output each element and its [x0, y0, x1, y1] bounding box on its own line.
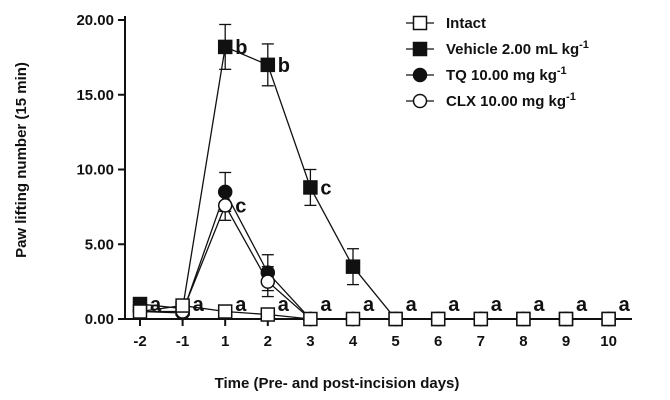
legend-item: CLX 10.00 mg kg-1 [406, 91, 576, 110]
data-point [516, 311, 531, 327]
data-point [430, 311, 446, 327]
significance-label: c [235, 195, 246, 217]
y-tick-label: 15.00 [76, 87, 114, 104]
significance-label: a [150, 294, 162, 316]
x-tick-label: 6 [434, 333, 442, 350]
data-point [260, 274, 276, 289]
data-point [260, 57, 276, 73]
legend-marker [412, 15, 428, 31]
data-point [345, 259, 361, 274]
x-tick-label: 2 [264, 333, 272, 350]
legend-item: Intact [406, 15, 486, 32]
data-point [260, 307, 276, 322]
legend-label: CLX 10.00 mg kg-1 [446, 91, 576, 110]
x-tick-label: 4 [349, 333, 358, 350]
x-tick-label: 1 [221, 333, 229, 350]
x-tick-label: -1 [176, 333, 189, 350]
legend-label: Intact [446, 15, 486, 32]
legend-item: TQ 10.00 mg kg-1 [406, 65, 567, 84]
significance-label: a [320, 294, 332, 316]
legend-label: Vehicle 2.00 mL kg-1 [446, 39, 589, 58]
y-tick-label: 5.00 [85, 236, 114, 253]
annotation-layer: a a b c a b a c a a a a a a a a [150, 37, 631, 316]
data-point [473, 311, 489, 327]
y-tick-label: 20.00 [76, 12, 114, 29]
data-point [345, 311, 361, 327]
data-point [388, 311, 403, 327]
significance-label: b [235, 37, 247, 59]
legend-label: TQ 10.00 mg kg-1 [446, 65, 567, 84]
series-layer [132, 23, 616, 327]
y-tick-label: 0.00 [85, 311, 114, 328]
data-point [217, 304, 233, 319]
significance-label: a [235, 294, 247, 316]
legend-item: Vehicle 2.00 mL kg-1 [406, 39, 589, 58]
data-point [303, 180, 318, 195]
data-point [601, 311, 616, 327]
data-point [217, 39, 233, 55]
axes: 0.00 5.00 10.00 15.00 20.00 -2 -1 1 2 3 4 5 6 7 8 9 10 [76, 12, 632, 350]
y-tick-label: 10.00 [76, 162, 114, 179]
significance-label: b [278, 55, 290, 77]
significance-label: a [576, 294, 588, 316]
legend-marker [412, 93, 428, 109]
significance-label: c [320, 177, 331, 199]
x-axis-title: Time (Pre- and post-incision days) [215, 375, 460, 392]
x-tick-label: 5 [391, 333, 399, 350]
data-point [303, 311, 318, 327]
x-tick-label: 3 [306, 333, 314, 350]
y-axis-title: Paw lifting number (15 min) [13, 62, 30, 258]
legend-marker [412, 41, 428, 57]
significance-label: a [193, 294, 205, 316]
legend-marker [412, 67, 428, 83]
x-tick-label: 8 [519, 333, 527, 350]
significance-label: a [406, 294, 418, 316]
data-point [175, 298, 190, 313]
significance-label: a [448, 294, 460, 316]
significance-label: a [491, 294, 503, 316]
x-tick-label: 7 [477, 333, 485, 350]
x-tick-label: 10 [600, 333, 617, 350]
data-point [132, 304, 148, 319]
x-tick-label: 9 [562, 333, 570, 350]
significance-label: a [278, 294, 290, 316]
significance-label: a [363, 294, 375, 316]
x-tick-label: -2 [133, 333, 146, 350]
significance-label: a [619, 294, 631, 316]
series-line [139, 45, 609, 320]
data-point [558, 311, 574, 327]
significance-label: a [533, 294, 545, 316]
data-point [217, 198, 233, 213]
series-0 [132, 298, 616, 327]
legend: Intact Vehicle 2.00 mL kg-1 TQ 10.00 mg kg… [406, 15, 589, 110]
